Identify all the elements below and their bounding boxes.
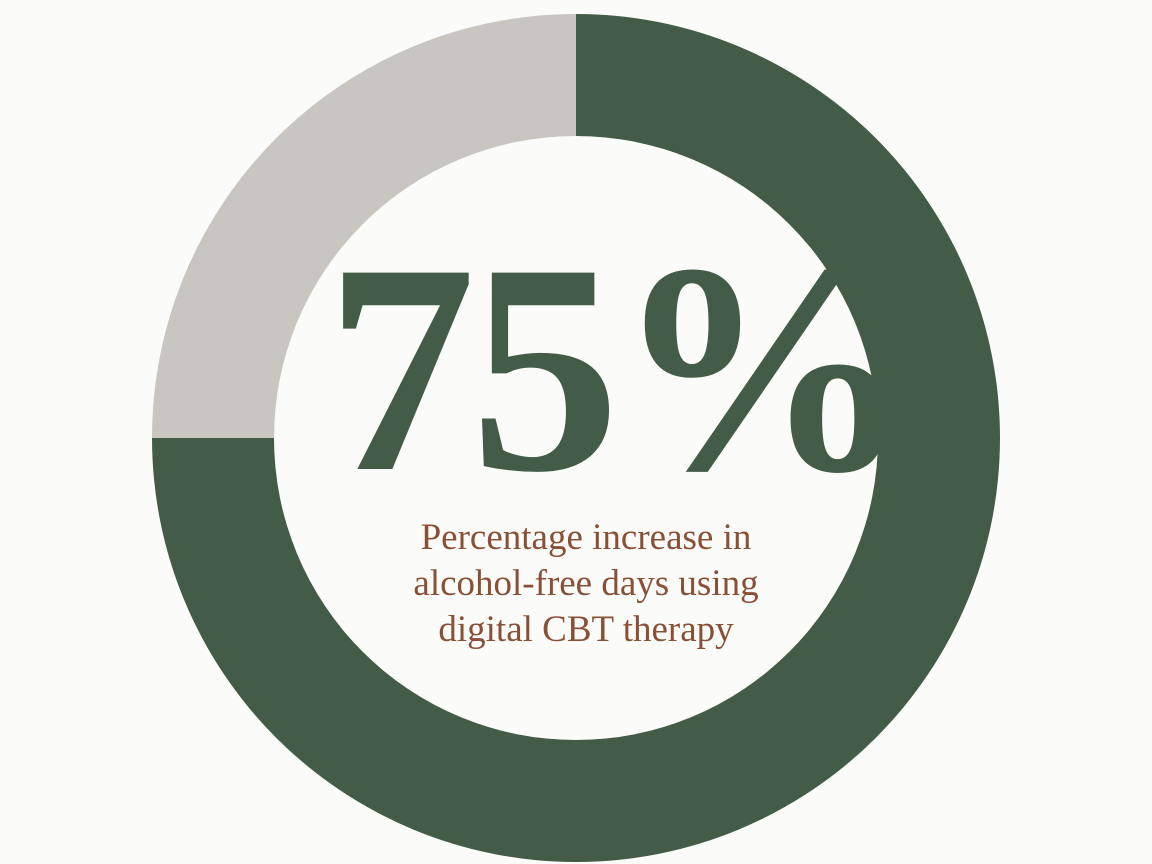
caption: Percentage increase in alcohol-free days… [413,517,759,650]
donut-segment [152,14,576,438]
value-label: 75% [326,202,914,534]
